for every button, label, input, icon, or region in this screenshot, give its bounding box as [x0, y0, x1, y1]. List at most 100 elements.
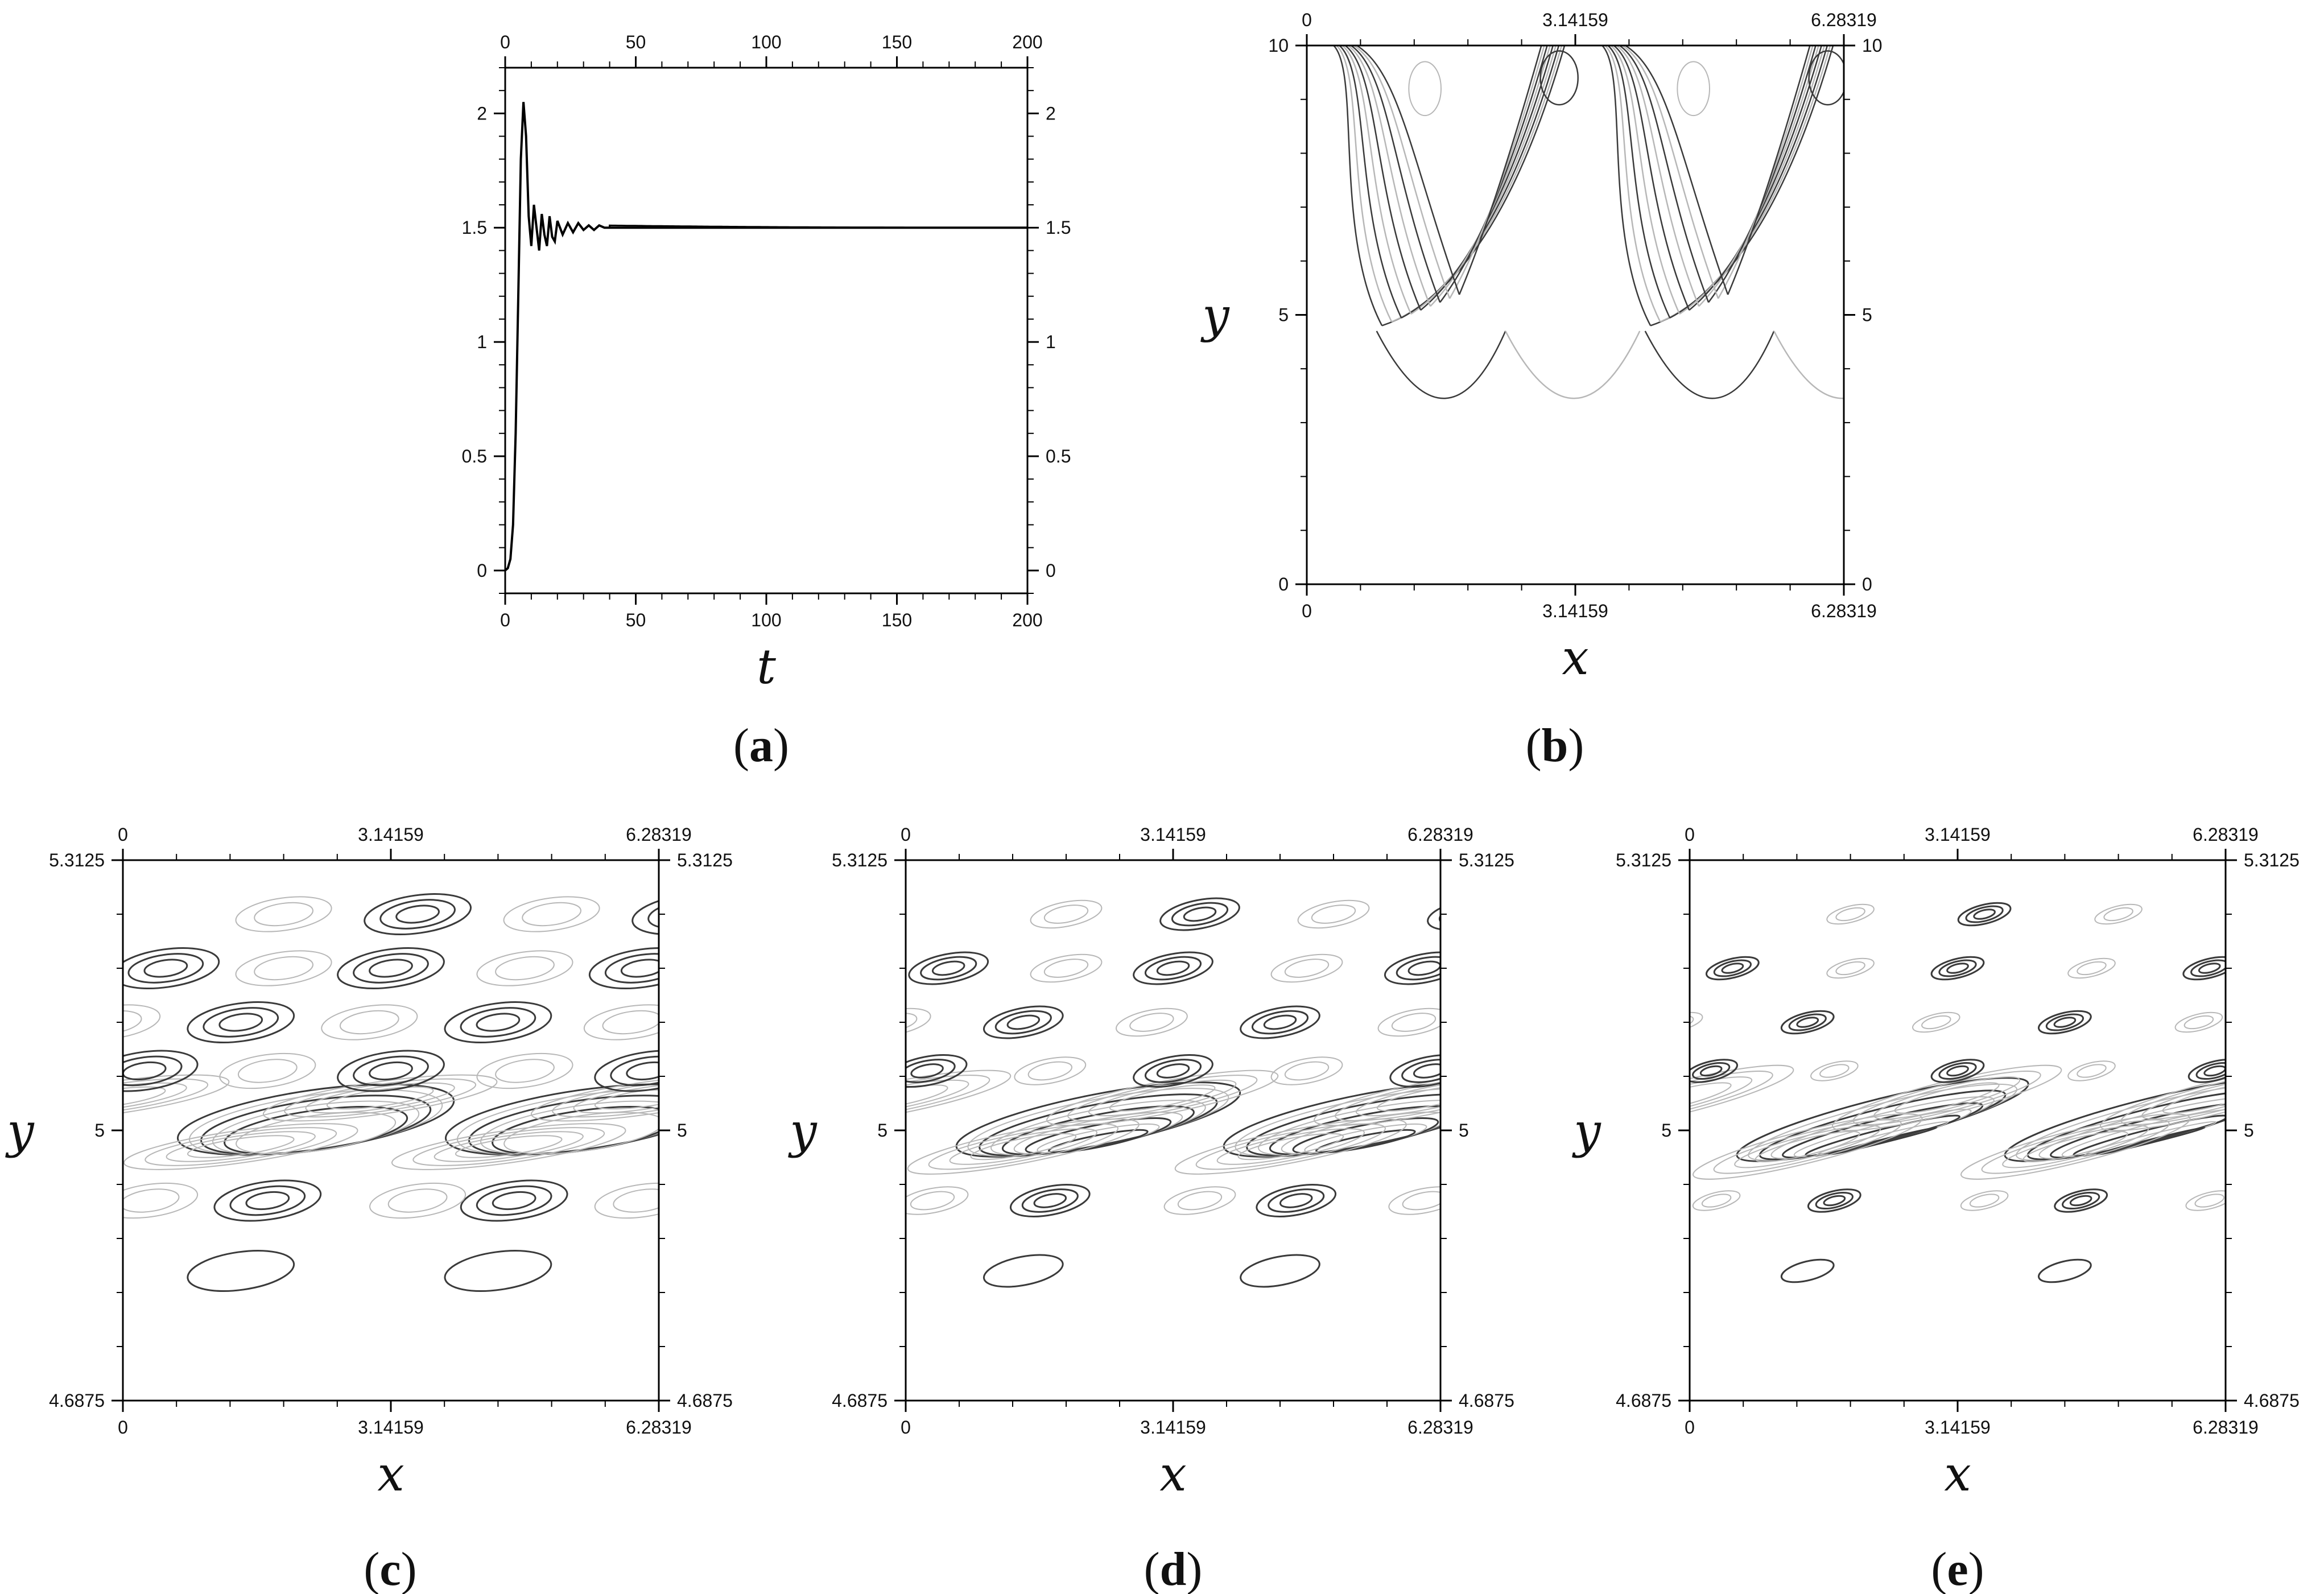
contour-cell-e — [1815, 1191, 1854, 1210]
contour-cell-e — [2038, 1010, 2092, 1035]
contour-cell-c — [369, 959, 413, 978]
contour-cell-c — [123, 1055, 183, 1087]
contour-light-d — [1335, 1075, 1440, 1121]
contour-light-e — [1693, 1113, 1923, 1180]
contour-light-d — [1376, 1084, 1440, 1112]
contour-cell-d — [1156, 960, 1190, 976]
contour-light-e — [1690, 1082, 1732, 1114]
y-tick-label-right-d-1: 5 — [1459, 1120, 1469, 1141]
x-tick-label-e-0: 0 — [1685, 1417, 1695, 1438]
x-axis-title-e: x — [1944, 1446, 1971, 1502]
contour-cell-light-e — [1826, 957, 1875, 979]
x-tick-label-top-b-1: 3.14159 — [1542, 10, 1608, 30]
y-tick-label-b-0: 0 — [1278, 574, 1289, 594]
contour-cell-c — [620, 959, 659, 978]
contour-light-d — [1174, 1118, 1407, 1175]
contour-light-c — [123, 1074, 230, 1122]
contour-cell-c — [444, 1001, 552, 1043]
x-tick-label-top-a-1: 50 — [626, 32, 646, 52]
contour-cell-d — [1240, 1005, 1320, 1039]
y-tick-label-right-a-3: 1.5 — [1046, 217, 1071, 238]
contour-arch-b — [1353, 46, 1451, 299]
contour-cell-light-e — [1835, 907, 1865, 922]
contour-cell-d — [920, 956, 977, 981]
contour-lines-b — [1333, 46, 1844, 399]
contour-light-c — [305, 1082, 455, 1114]
x-axis-title-a: t — [757, 639, 776, 695]
contour-cell-light-e — [1960, 1190, 2009, 1211]
y-tick-label-right-e-0: 4.6875 — [2244, 1390, 2300, 1411]
y-axis-title-d: y — [787, 1103, 818, 1159]
contour-cell-light-d — [906, 1007, 931, 1037]
contour-light-c — [166, 1131, 316, 1162]
y-tick-label-d-2: 5.3125 — [832, 850, 888, 870]
contour-light-c — [412, 1127, 605, 1166]
contour-cell-light-c — [503, 896, 600, 932]
contour-cell-light-c — [594, 1182, 659, 1219]
x-tick-label-top-a-0: 0 — [500, 32, 510, 52]
x-axis-title-c: x — [377, 1446, 404, 1502]
contour-cell-c — [353, 953, 429, 984]
contour-cell-e — [1690, 1059, 1739, 1083]
contour-light-c — [434, 1131, 584, 1162]
contour-cell-light-c — [219, 1052, 316, 1089]
y-tick-label-a-3: 1.5 — [462, 217, 487, 238]
contour-cell-light-e — [2067, 957, 2116, 979]
contour-cell-c — [379, 899, 456, 930]
y-tick-label-right-d-0: 4.6875 — [1459, 1390, 1514, 1411]
contour-cell-d — [1006, 1014, 1041, 1030]
x-axis-title-d: x — [1159, 1446, 1186, 1502]
y-tick-label-right-a-4: 2 — [1046, 103, 1056, 123]
contour-loop-b — [1539, 50, 1579, 106]
contour-cell-light-d — [1377, 1007, 1440, 1037]
contour-cell-light-e — [2183, 1015, 2214, 1030]
contour-cell-d — [1009, 1184, 1091, 1217]
contour-cell-e — [2053, 1017, 2077, 1028]
contour-light-e — [2141, 1076, 2226, 1120]
contour-cell-d — [1159, 897, 1240, 931]
contour-cell-d — [1171, 902, 1229, 927]
x-tick-label-a-3: 150 — [882, 610, 912, 630]
contour-cell-light-d — [1402, 1191, 1440, 1211]
x-tick-label-b-1: 3.14159 — [1542, 601, 1608, 621]
contour-light-d — [949, 1128, 1098, 1165]
contour-cell-light-c — [254, 956, 313, 981]
contour-arch-b — [1347, 46, 1431, 307]
contour-cell-d — [1279, 1193, 1313, 1208]
contour-cell-c — [460, 1007, 536, 1038]
contour-cell-c — [203, 1007, 279, 1038]
x-tick-label-top-d-2: 6.28319 — [1407, 824, 1473, 845]
contour-arch-b — [1610, 46, 1681, 315]
contour-arch-b — [1356, 46, 1460, 295]
contour-cell-light-d — [1027, 1061, 1072, 1081]
contour-cell-d — [1251, 1010, 1309, 1035]
contour-cell-d — [1396, 956, 1440, 981]
panel-a: 0 0 50 50 100 100 150 150 200 200 0 0 0.5 0.5 1 1 1.5 1.5… — [462, 32, 1071, 772]
contour-cell-e — [1930, 1059, 1985, 1083]
contour-cell-light-d — [1311, 905, 1356, 924]
contour-cell-e — [1965, 905, 2004, 923]
contour-cell-d — [908, 951, 989, 985]
x-tick-label-b-0: 0 — [1302, 601, 1312, 621]
contour-cell-light-c — [235, 950, 332, 986]
x-tick-label-top-a-2: 100 — [751, 32, 781, 52]
contour-loop-b — [1408, 61, 1442, 117]
contour-cell-e — [1938, 1062, 1977, 1080]
contour-cell-light-e — [2103, 907, 2133, 922]
y-tick-label-a-2: 1 — [477, 332, 487, 352]
contour-arch-b — [1410, 46, 1557, 315]
contour-cell-e — [2182, 956, 2226, 981]
contour-lines-c — [123, 893, 659, 1292]
contour-cell-light-d — [1270, 1056, 1343, 1085]
series-line-a — [504, 102, 1027, 572]
y-tick-label-right-a-0: 0 — [1046, 560, 1056, 581]
contour-cell-light-d — [1284, 959, 1330, 978]
contour-cell-light-c — [602, 1010, 659, 1035]
x-tick-label-top-e-0: 0 — [1685, 824, 1695, 845]
contour-arch-b — [1344, 46, 1422, 311]
y-tick-label-a-4: 2 — [477, 103, 487, 123]
x-tick-label-top-a-3: 150 — [882, 32, 912, 52]
contour-cell-light-d — [906, 1186, 969, 1215]
y-tick-label-a-1: 0.5 — [462, 446, 487, 466]
y-tick-label-right-c-0: 4.6875 — [677, 1390, 733, 1411]
